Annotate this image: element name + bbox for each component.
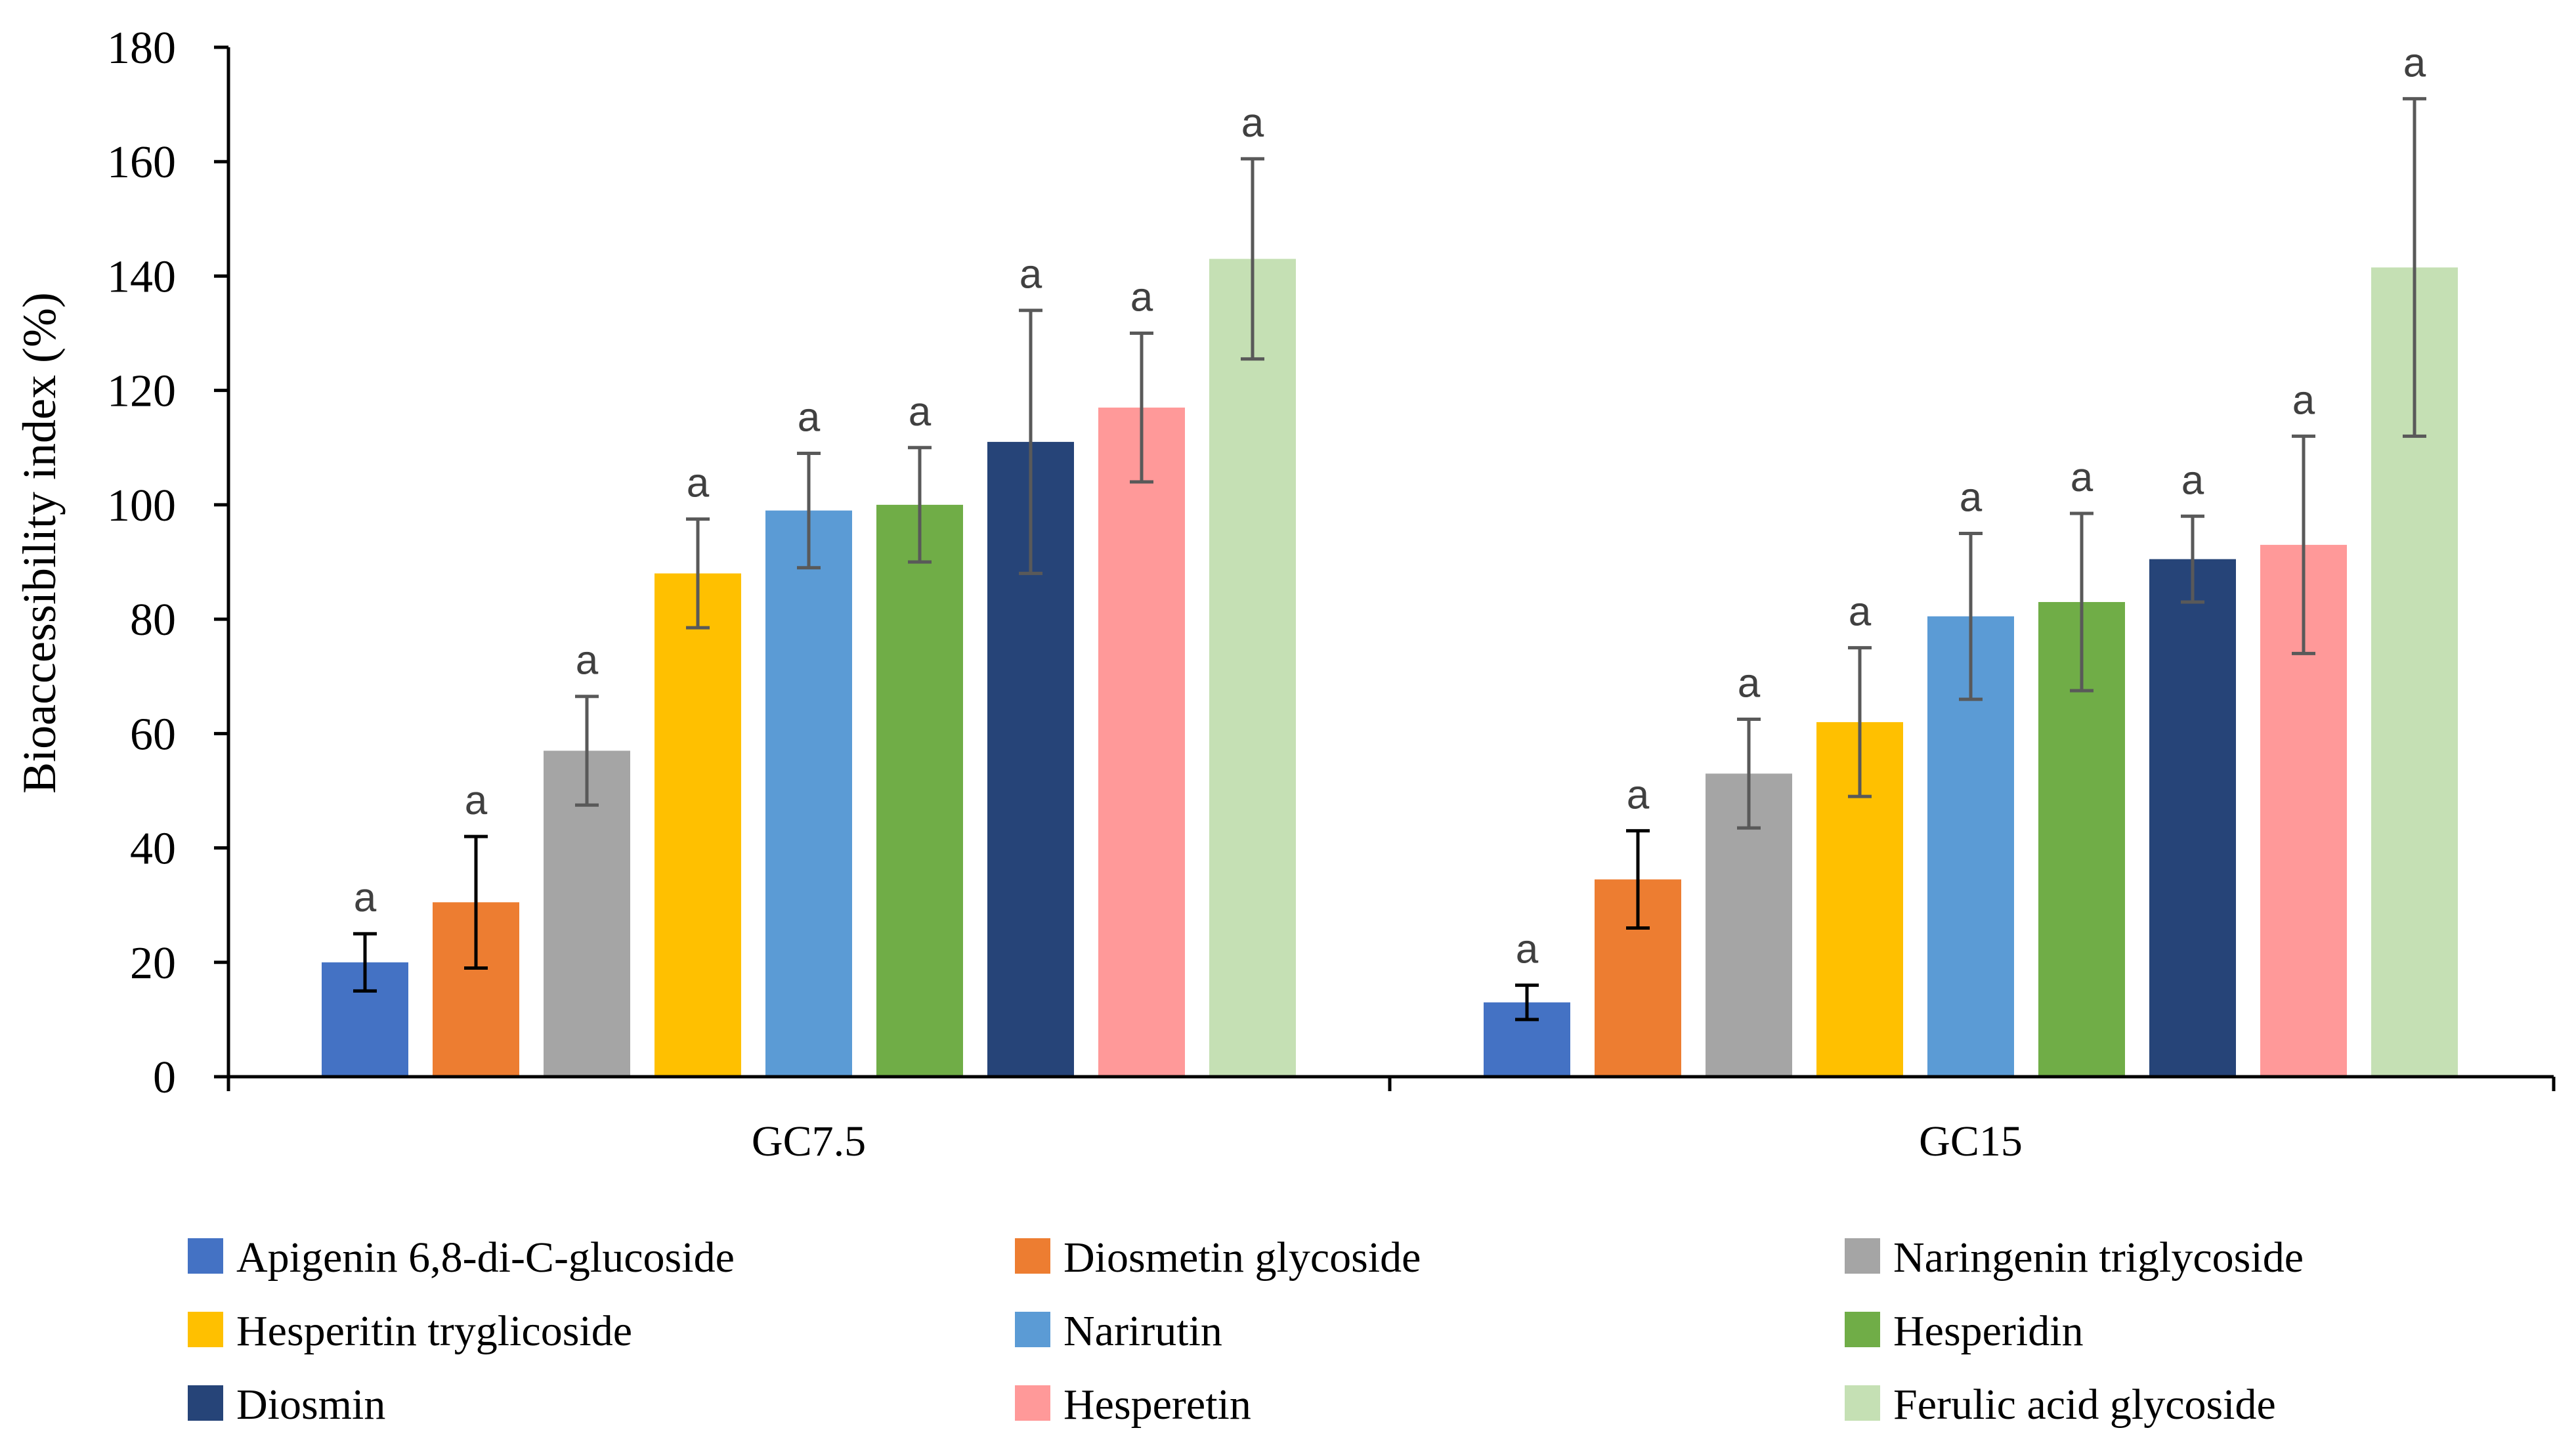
y-tick-label: 120 xyxy=(107,366,176,417)
x-tick-label: GC7.5 xyxy=(752,1117,866,1165)
significance-label: a xyxy=(465,778,488,823)
significance-label: a xyxy=(2292,378,2315,423)
x-axis-ticks xyxy=(1388,1077,2556,1091)
legend-swatch xyxy=(1845,1238,1880,1274)
legend-item: Hesperidin xyxy=(1845,1307,2084,1355)
legend-item: Narirutin xyxy=(1015,1307,1222,1355)
legend-item: Diosmetin glycoside xyxy=(1015,1234,1421,1282)
legend: Apigenin 6,8-di-C-glucoside Diosmetin gly… xyxy=(188,1234,2304,1429)
significance-label: a xyxy=(909,389,932,435)
significance-label: a xyxy=(1738,661,1761,706)
legend-swatch xyxy=(1015,1385,1050,1421)
bar xyxy=(876,504,963,1077)
legend-item: Naringenin triglycoside xyxy=(1845,1234,2304,1282)
legend-swatch xyxy=(1845,1385,1880,1421)
legend-label: Hesperetin xyxy=(1063,1381,1251,1429)
bar xyxy=(765,510,852,1077)
error-bars xyxy=(353,97,2426,1022)
significance-label: a xyxy=(1849,590,1872,635)
significance-label: a xyxy=(2403,40,2426,85)
legend-swatch xyxy=(188,1385,223,1421)
y-tick-label: 0 xyxy=(153,1052,176,1103)
significance-label: a xyxy=(576,638,599,683)
y-tick-label: 140 xyxy=(107,251,176,302)
legend-label: Hesperidin xyxy=(1893,1307,2084,1355)
bar xyxy=(1098,407,1185,1077)
legend-swatch xyxy=(188,1312,223,1347)
significance-label: a xyxy=(1960,475,1983,520)
y-tick-label: 40 xyxy=(130,824,176,875)
significance-label: a xyxy=(687,461,710,506)
x-axis-labels: GC7.5 GC15 xyxy=(752,1117,2023,1165)
significance-label: a xyxy=(2071,455,2093,500)
legend-label: Naringenin triglycoside xyxy=(1893,1234,2304,1282)
significance-label: a xyxy=(1130,275,1153,320)
bars xyxy=(322,259,2458,1077)
legend-label: Narirutin xyxy=(1063,1307,1222,1355)
legend-item: Hesperetin xyxy=(1015,1381,1251,1429)
legend-label: Apigenin 6,8-di-C-glucoside xyxy=(236,1234,735,1282)
legend-label: Ferulic acid glycoside xyxy=(1893,1381,2276,1429)
significance-label: a xyxy=(1241,100,1264,146)
x-tick-label: GC15 xyxy=(1919,1117,2023,1165)
significance-label: a xyxy=(798,395,821,440)
legend-item: Hesperitin tryglicoside xyxy=(188,1307,632,1355)
legend-label: Hesperitin tryglicoside xyxy=(236,1307,632,1355)
bar xyxy=(1209,259,1296,1077)
bar xyxy=(2149,559,2236,1077)
legend-swatch xyxy=(1845,1312,1880,1347)
significance-label: a xyxy=(354,875,377,920)
y-tick-label: 180 xyxy=(107,23,176,74)
legend-label: Diosmin xyxy=(236,1381,385,1429)
y-tick-label: 20 xyxy=(130,938,176,989)
significance-labels: a a a a a a a a a a a a a a a a a a xyxy=(354,40,2426,972)
y-tick-label: 60 xyxy=(130,709,176,760)
legend-swatch xyxy=(1015,1312,1050,1347)
legend-swatch xyxy=(188,1238,223,1274)
significance-label: a xyxy=(2181,458,2204,503)
significance-label: a xyxy=(1020,252,1042,297)
bar xyxy=(655,573,741,1077)
y-axis-ticks: 0 20 40 60 80 100 120 140 160 180 xyxy=(107,23,228,1103)
y-tick-label: 100 xyxy=(107,481,176,531)
legend-label: Diosmetin glycoside xyxy=(1063,1234,1421,1282)
significance-label: a xyxy=(1627,772,1650,817)
legend-swatch xyxy=(1015,1238,1050,1274)
y-tick-label: 80 xyxy=(130,595,176,645)
legend-item: Diosmin xyxy=(188,1381,385,1429)
y-tick-label: 160 xyxy=(107,137,176,188)
significance-label: a xyxy=(1516,927,1539,972)
legend-item: Ferulic acid glycoside xyxy=(1845,1381,2276,1429)
y-axis-label: Bioaccessibility index (%) xyxy=(13,292,66,794)
legend-item: Apigenin 6,8-di-C-glucoside xyxy=(188,1234,735,1282)
